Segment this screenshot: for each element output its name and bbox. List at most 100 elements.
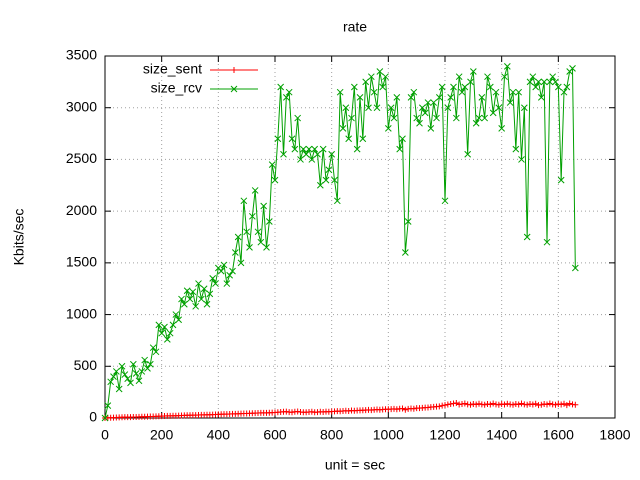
data-point <box>549 73 557 81</box>
data-point <box>430 99 438 106</box>
data-point <box>285 88 293 96</box>
data-point <box>186 295 194 303</box>
data-point <box>370 88 378 96</box>
data-point <box>129 360 137 368</box>
data-point <box>452 114 460 122</box>
data-point <box>486 83 494 91</box>
data-point <box>518 400 525 407</box>
data-point <box>402 406 409 413</box>
data-point <box>257 238 265 246</box>
data-point <box>319 145 327 153</box>
data-point <box>424 99 432 106</box>
data-point <box>427 125 435 132</box>
data-point <box>436 403 443 410</box>
data-point <box>161 323 168 331</box>
data-point <box>413 114 421 122</box>
y-tick-label: 500 <box>74 357 98 373</box>
data-point <box>314 150 321 158</box>
data-point <box>447 94 455 101</box>
data-point <box>308 408 315 415</box>
data-point <box>155 321 163 329</box>
data-point <box>342 104 350 112</box>
legend-label: size_sent <box>143 61 202 77</box>
data-point <box>459 401 465 408</box>
data-point <box>538 401 545 408</box>
legend-marker <box>230 85 238 93</box>
data-point <box>461 400 468 407</box>
data-point <box>263 243 270 251</box>
data-point <box>379 83 387 91</box>
data-point <box>387 104 395 112</box>
data-point <box>546 400 553 407</box>
data-point <box>515 401 522 408</box>
data-point <box>220 261 228 269</box>
data-point <box>132 370 140 377</box>
data-point <box>475 114 483 122</box>
data-point <box>512 145 520 153</box>
data-point <box>433 114 440 122</box>
data-point <box>339 125 347 132</box>
data-point <box>529 401 536 408</box>
legend-marker <box>231 67 237 73</box>
y-tick-label: 0 <box>89 409 97 425</box>
data-point <box>183 287 191 295</box>
data-point <box>172 311 180 318</box>
data-point <box>277 83 285 91</box>
data-point <box>407 94 415 101</box>
data-point <box>469 68 477 75</box>
data-point <box>311 145 319 153</box>
data-point <box>552 78 559 86</box>
data-point <box>544 401 550 408</box>
data-point <box>348 114 355 122</box>
data-point <box>146 360 154 368</box>
data-point <box>447 401 454 408</box>
data-point <box>546 78 554 86</box>
data-point <box>541 401 548 408</box>
data-point <box>226 271 234 279</box>
data-point <box>251 187 259 194</box>
data-point <box>484 73 491 81</box>
data-point <box>557 176 565 184</box>
x-tick-label: 200 <box>150 427 174 443</box>
data-point <box>135 377 143 385</box>
data-point <box>231 249 239 256</box>
data-point <box>302 150 310 158</box>
data-point <box>489 109 497 117</box>
data-point <box>435 94 443 101</box>
data-point <box>461 83 469 91</box>
data-point <box>558 401 565 408</box>
data-point <box>180 300 188 308</box>
data-point <box>410 405 417 412</box>
data-point <box>515 88 523 96</box>
y-tick-label: 2500 <box>66 150 97 166</box>
x-tick-label: 1000 <box>373 427 404 443</box>
data-point <box>376 68 384 75</box>
data-point <box>498 401 505 408</box>
data-point <box>359 135 367 143</box>
data-point <box>450 400 457 407</box>
data-point <box>365 104 372 112</box>
data-point <box>455 73 463 81</box>
data-point <box>456 401 463 408</box>
data-point <box>288 135 296 143</box>
data-point <box>501 401 508 408</box>
y-tick-label: 2000 <box>66 202 97 218</box>
data-point <box>325 166 333 174</box>
data-point <box>280 150 287 158</box>
data-point <box>282 94 290 101</box>
data-point <box>512 401 519 408</box>
data-point <box>442 402 448 409</box>
data-point <box>217 267 225 275</box>
data-point <box>373 104 381 112</box>
data-point <box>535 78 542 86</box>
data-point <box>532 400 539 407</box>
data-point <box>144 365 151 372</box>
x-tick-label: 1800 <box>599 427 630 443</box>
data-point <box>396 145 404 153</box>
data-point <box>243 228 251 236</box>
data-point <box>101 414 109 422</box>
data-point <box>571 264 579 272</box>
data-point <box>195 280 202 287</box>
x-tick-label: 1200 <box>429 427 460 443</box>
